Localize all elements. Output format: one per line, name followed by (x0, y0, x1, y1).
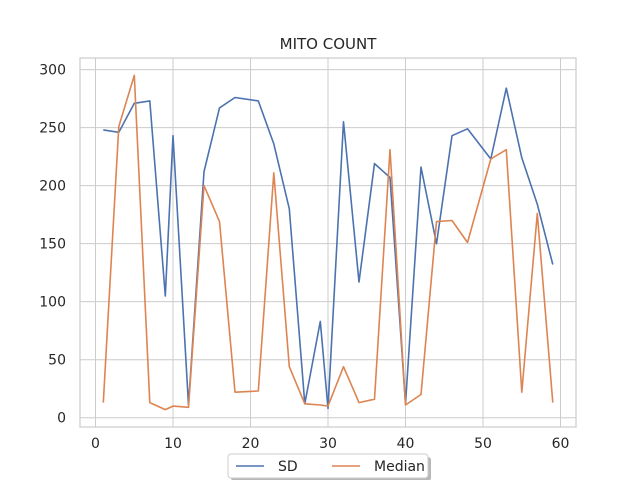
x-tick-label: 30 (319, 436, 337, 452)
chart-title: MITO COUNT (280, 35, 378, 53)
series-line-median (102, 74, 554, 411)
legend-label-median: Median (374, 459, 425, 475)
grid-lines (80, 58, 576, 427)
tick-labels: 0 10 20 30 40 50 60 0 50 100 150 200 250 300 (39, 63, 569, 452)
x-tick-label: 50 (474, 436, 492, 452)
x-tick-label: 0 (91, 436, 100, 452)
y-tick-label: 150 (39, 237, 66, 253)
y-tick-label: 0 (57, 411, 66, 427)
x-tick-label: 10 (164, 436, 182, 452)
axes (79, 57, 577, 428)
y-tick-label: 250 (39, 121, 66, 137)
y-tick-label: 100 (39, 295, 66, 311)
plot-frame (79, 57, 577, 428)
legend: SD Median (227, 453, 431, 480)
series-line-sd (103, 87, 554, 410)
y-tick-label: 50 (48, 353, 66, 369)
series-lines (102, 74, 554, 411)
x-tick-label: 60 (552, 436, 570, 452)
x-tick-label: 40 (397, 436, 415, 452)
y-tick-label: 300 (39, 63, 66, 79)
legend-label-sd: SD (278, 459, 298, 475)
y-tick-label: 200 (39, 179, 66, 195)
x-tick-label: 20 (242, 436, 260, 452)
legend-box (227, 453, 429, 479)
